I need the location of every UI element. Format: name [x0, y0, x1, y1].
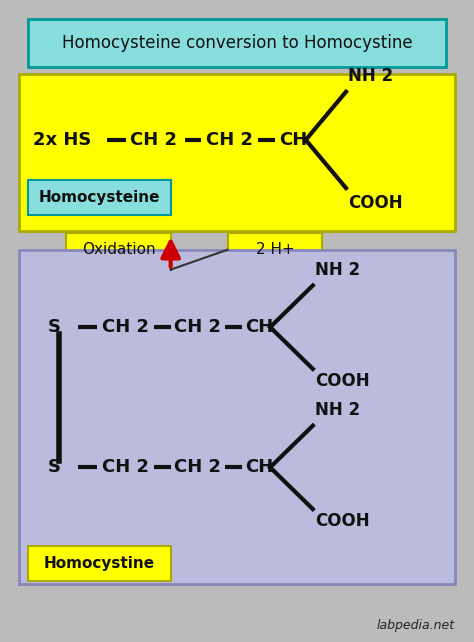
Text: S: S: [47, 458, 60, 476]
FancyBboxPatch shape: [19, 250, 455, 584]
Text: CH 2: CH 2: [130, 131, 177, 149]
Text: CH: CH: [245, 458, 273, 476]
Text: NH 2: NH 2: [315, 261, 360, 279]
Text: 2 H+: 2 H+: [255, 242, 294, 257]
Text: S: S: [47, 318, 60, 336]
Text: CH 2: CH 2: [174, 318, 221, 336]
FancyBboxPatch shape: [28, 19, 446, 67]
Text: CH 2: CH 2: [206, 131, 253, 149]
Text: Homocystine: Homocystine: [44, 556, 155, 571]
Text: CH 2: CH 2: [102, 458, 149, 476]
Text: NH 2: NH 2: [348, 67, 393, 85]
Text: Oxidation: Oxidation: [82, 242, 155, 257]
Text: CH 2: CH 2: [174, 458, 221, 476]
FancyBboxPatch shape: [228, 233, 322, 266]
FancyBboxPatch shape: [28, 546, 171, 581]
Text: COOH: COOH: [315, 372, 370, 390]
Text: Homocysteine: Homocysteine: [39, 190, 160, 205]
Text: COOH: COOH: [348, 195, 403, 213]
Text: 2x HS: 2x HS: [33, 131, 91, 149]
Text: CH 2: CH 2: [102, 318, 149, 336]
FancyBboxPatch shape: [19, 74, 455, 231]
Text: CH: CH: [279, 131, 307, 149]
Text: labpedia.net: labpedia.net: [377, 620, 455, 632]
FancyBboxPatch shape: [66, 233, 171, 266]
Text: Homocysteine conversion to Homocystine: Homocysteine conversion to Homocystine: [62, 34, 412, 53]
FancyBboxPatch shape: [28, 180, 171, 215]
Text: NH 2: NH 2: [315, 401, 360, 419]
Text: CH: CH: [245, 318, 273, 336]
Text: COOH: COOH: [315, 512, 370, 530]
